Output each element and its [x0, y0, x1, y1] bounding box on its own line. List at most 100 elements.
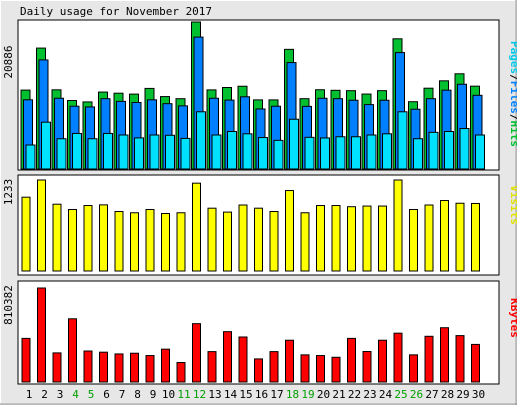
visits-bar: [254, 207, 263, 272]
legend-kbytes: KBytes: [508, 298, 517, 338]
day-label: 16: [255, 388, 268, 401]
day-label: 20: [317, 388, 330, 401]
visits-bar: [99, 204, 108, 272]
day-label: 19: [301, 388, 314, 401]
day-label: 1: [26, 388, 33, 401]
day-label: 2: [41, 388, 48, 401]
day-label: 14: [224, 388, 238, 401]
visits-bar: [192, 182, 201, 272]
pages-bar: [475, 134, 485, 170]
visits-bar: [300, 212, 310, 272]
hits-ymax-label: 20886: [2, 45, 15, 78]
day-label: 9: [150, 388, 157, 401]
pages-bar: [196, 111, 206, 170]
kbytes-bar: [331, 356, 341, 383]
day-label: 23: [363, 388, 376, 401]
pages-bar: [25, 144, 36, 170]
kbytes-bar: [68, 318, 77, 383]
kbytes-bar: [285, 339, 294, 383]
pages-bar: [382, 133, 392, 170]
pages-bar: [211, 134, 222, 170]
visits-bar: [145, 209, 155, 272]
pages-bar: [227, 130, 237, 170]
pages-bar: [134, 137, 144, 170]
pages-bar: [335, 136, 346, 170]
kbytes-bar: [254, 358, 263, 383]
kbytes-bar: [223, 331, 232, 383]
chart-bars: [20, 21, 485, 383]
visits-bar: [331, 205, 341, 272]
kbytes-bar: [83, 350, 93, 383]
pages-bar: [56, 138, 67, 170]
visits-bar: [176, 212, 186, 272]
day-label: 3: [57, 388, 64, 401]
x-axis-day-labels: 1 2 3 4 5 6 7 8 9 10 11 12 13 14 15 16 17 18 19 20 21 22 23 24 2…: [26, 388, 485, 401]
pages-bar: [242, 133, 253, 170]
visits-bar: [285, 190, 294, 272]
legend-files: Files: [508, 81, 517, 114]
day-label: 18: [286, 388, 299, 401]
pages-bar: [180, 137, 191, 170]
visits-ymax-label: 1233: [2, 179, 15, 206]
legend-visits: Visits: [508, 185, 517, 225]
visits-bar: [114, 211, 124, 272]
pages-bar: [320, 137, 330, 170]
visits-bar: [455, 202, 465, 272]
visits-bar: [424, 204, 434, 272]
pages-bar: [258, 137, 268, 170]
pages-bar: [165, 134, 175, 170]
day-label: 8: [134, 388, 141, 401]
kbytes-bar: [300, 354, 310, 383]
visits-bar: [316, 205, 325, 272]
day-label: 13: [208, 388, 221, 401]
kbytes-bar: [269, 351, 279, 383]
kbytes-bar: [21, 337, 31, 383]
kbytes-bar: [316, 355, 325, 383]
kbytes-bar: [37, 287, 46, 383]
kbytes-bar: [192, 323, 201, 383]
day-label: 27: [425, 388, 438, 401]
visits-bar: [471, 202, 480, 272]
visits-bar: [130, 212, 139, 272]
pages-bar: [87, 138, 98, 170]
pages-bar: [273, 139, 284, 170]
pages-bar: [444, 130, 454, 170]
kbytes-bar: [99, 351, 108, 383]
day-label: 17: [270, 388, 283, 401]
pages-bar: [428, 131, 439, 170]
chart-title: Daily usage for November 2017: [20, 5, 212, 18]
visits-bar: [238, 204, 248, 272]
kbytes-bar: [409, 354, 418, 383]
kbytes-bar: [362, 350, 372, 383]
day-label: 29: [456, 388, 469, 401]
kbytes-bar: [455, 335, 465, 383]
kbytes-bar: [161, 348, 170, 383]
kbytes-bar: [130, 352, 139, 383]
visits-bar: [440, 200, 449, 272]
day-label: 25: [394, 388, 407, 401]
kbytes-bar: [52, 352, 62, 383]
visits-bar: [37, 179, 46, 272]
day-label: 5: [88, 388, 95, 401]
visits-bar: [409, 209, 418, 272]
day-label: 22: [348, 388, 361, 401]
hits-legend: Pages/Files/Hits: [508, 41, 517, 147]
kbytes-ymax-label: 810382: [2, 285, 15, 325]
pages-bar: [289, 118, 299, 170]
visits-bar: [161, 213, 170, 272]
pages-bar: [41, 121, 51, 170]
kbytes-bar: [114, 353, 124, 383]
pages-bar: [118, 134, 129, 170]
day-label: 28: [441, 388, 454, 401]
kbytes-bar: [207, 351, 217, 383]
visits-bar: [347, 206, 356, 272]
day-label: 26: [410, 388, 423, 401]
pages-bar: [304, 136, 315, 170]
kbytes-bar: [238, 336, 248, 383]
kbytes-bar: [440, 327, 449, 383]
pages-bar: [413, 138, 423, 170]
kbytes-bar: [378, 339, 387, 383]
kbytes-bar: [424, 335, 434, 383]
